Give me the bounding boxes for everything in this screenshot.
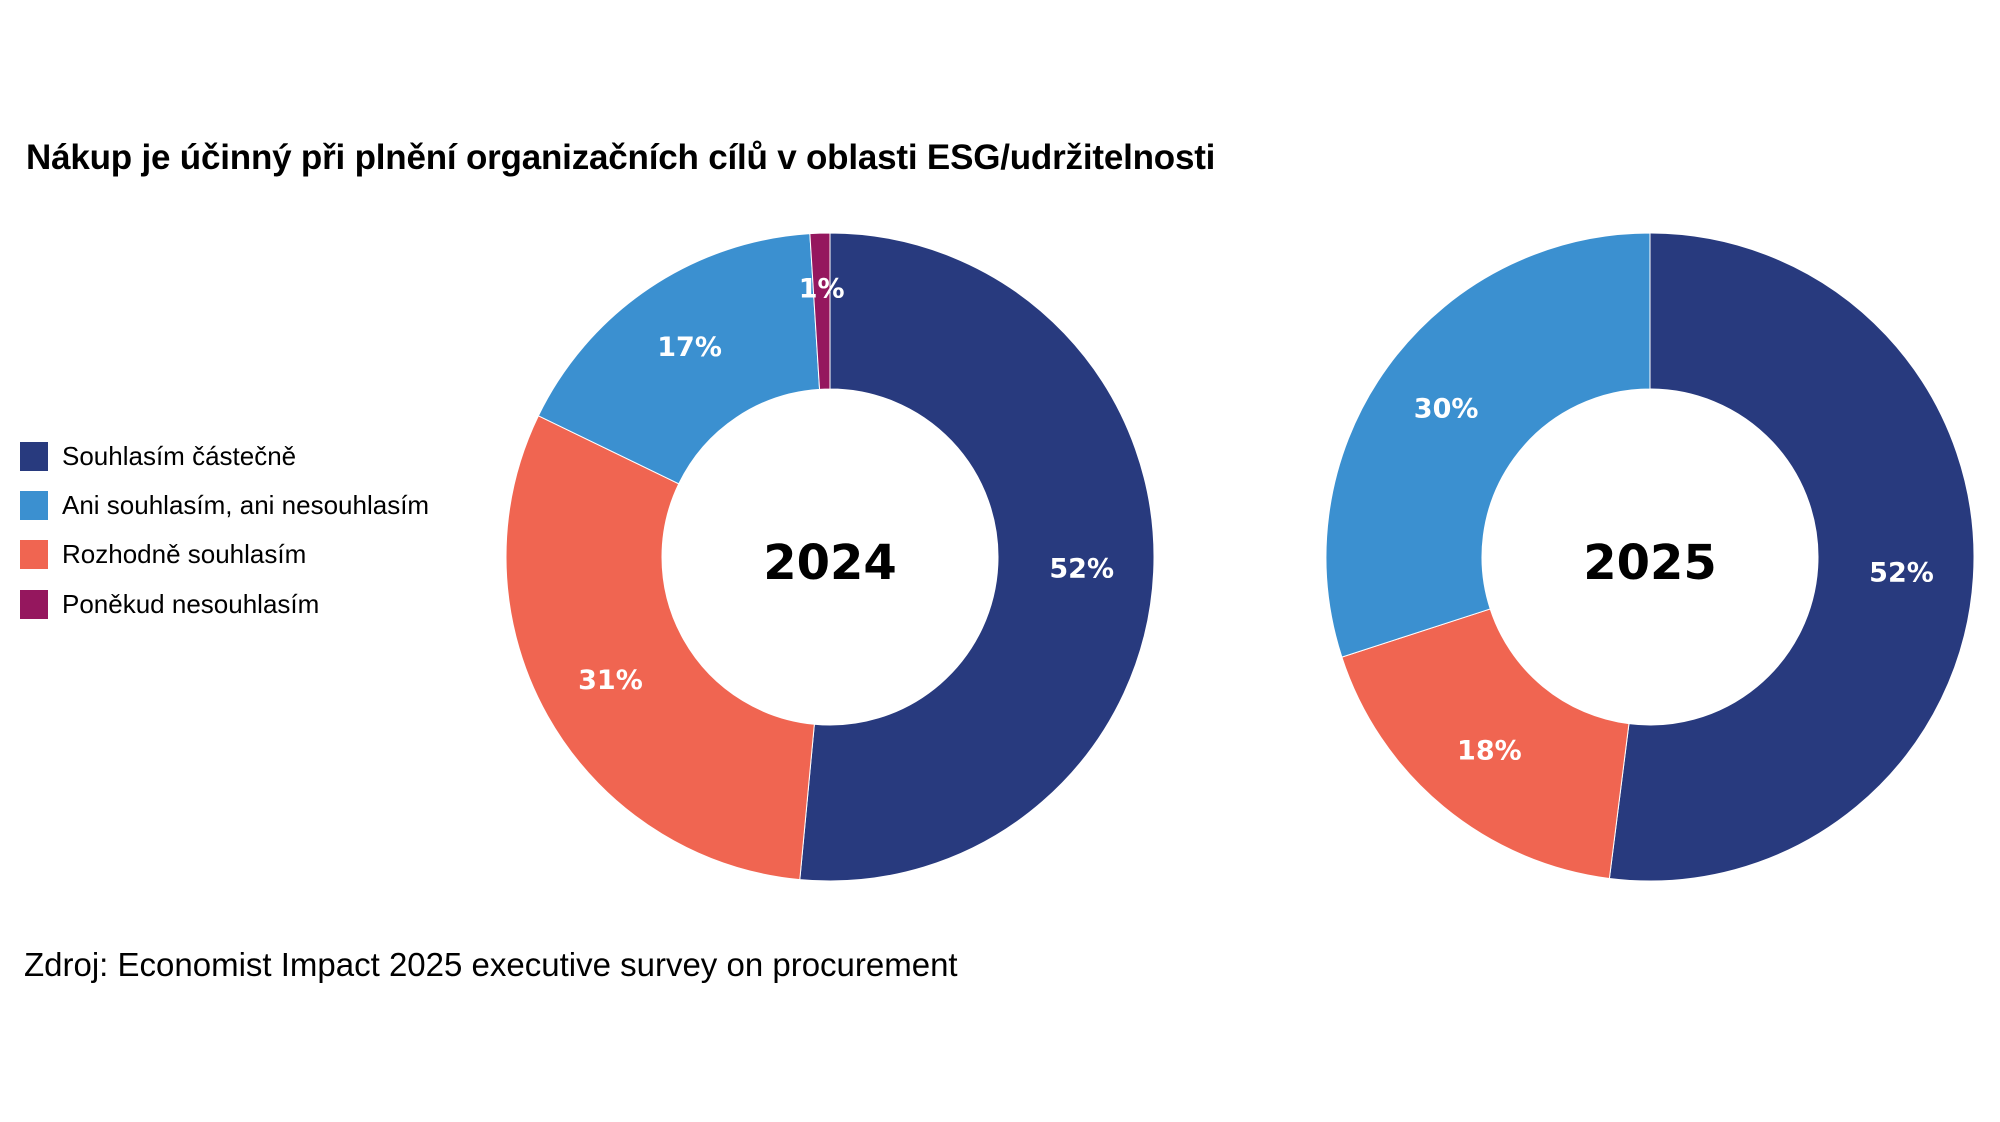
- data-label-souhlasim-castecne: 52%: [1869, 557, 1934, 588]
- slice-souhlasim-castecne: [799, 232, 1155, 882]
- legend-swatch: [20, 491, 48, 520]
- donut-center-label: 2024: [763, 535, 897, 591]
- legend-label: Poněkud nesouhlasím: [62, 589, 320, 619]
- slice-souhlasim-castecne: [1608, 232, 1975, 882]
- data-label-rozhodne-souhlasim: 31%: [578, 665, 643, 696]
- legend-swatch: [20, 540, 48, 569]
- slice-ponekud-nesouhlasim: [809, 232, 831, 390]
- slice-ani-souhlasim-ani-nesouhlasim: [1325, 232, 1651, 658]
- legend-label: Souhlasím částečně: [62, 441, 297, 471]
- donut-center-label: 2025: [1583, 535, 1717, 591]
- legend-swatch: [20, 590, 48, 619]
- slice-rozhodne-souhlasim: [505, 415, 815, 881]
- data-label-rozhodne-souhlasim: 18%: [1457, 736, 1522, 767]
- data-label-souhlasim-castecne: 52%: [1049, 553, 1114, 584]
- slice-rozhodne-souhlasim: [1341, 608, 1630, 880]
- legend-swatch: [20, 442, 48, 471]
- source-note: Zdroj: Economist Impact 2025 executive s…: [24, 946, 958, 983]
- chart-title: Nákup je účinný při plnění organizačních…: [26, 138, 1216, 177]
- donut-chart-2024: 52% 31% 17% 1% 2024: [505, 232, 1155, 882]
- legend-label: Rozhodně souhlasím: [62, 539, 307, 569]
- data-label-ani-souhlasim-ani-nesouhlasim: 17%: [657, 332, 722, 363]
- donut-chart-2025: 52% 18% 30% 2025: [1325, 232, 1975, 882]
- data-label-ani-souhlasim-ani-nesouhlasim: 30%: [1414, 393, 1479, 424]
- slice-ani-souhlasim-ani-nesouhlasim: [537, 233, 821, 485]
- legend-label: Ani souhlasím, ani nesouhlasím: [62, 490, 430, 520]
- data-label-ponekud-nesouhlasim: 1%: [799, 274, 845, 305]
